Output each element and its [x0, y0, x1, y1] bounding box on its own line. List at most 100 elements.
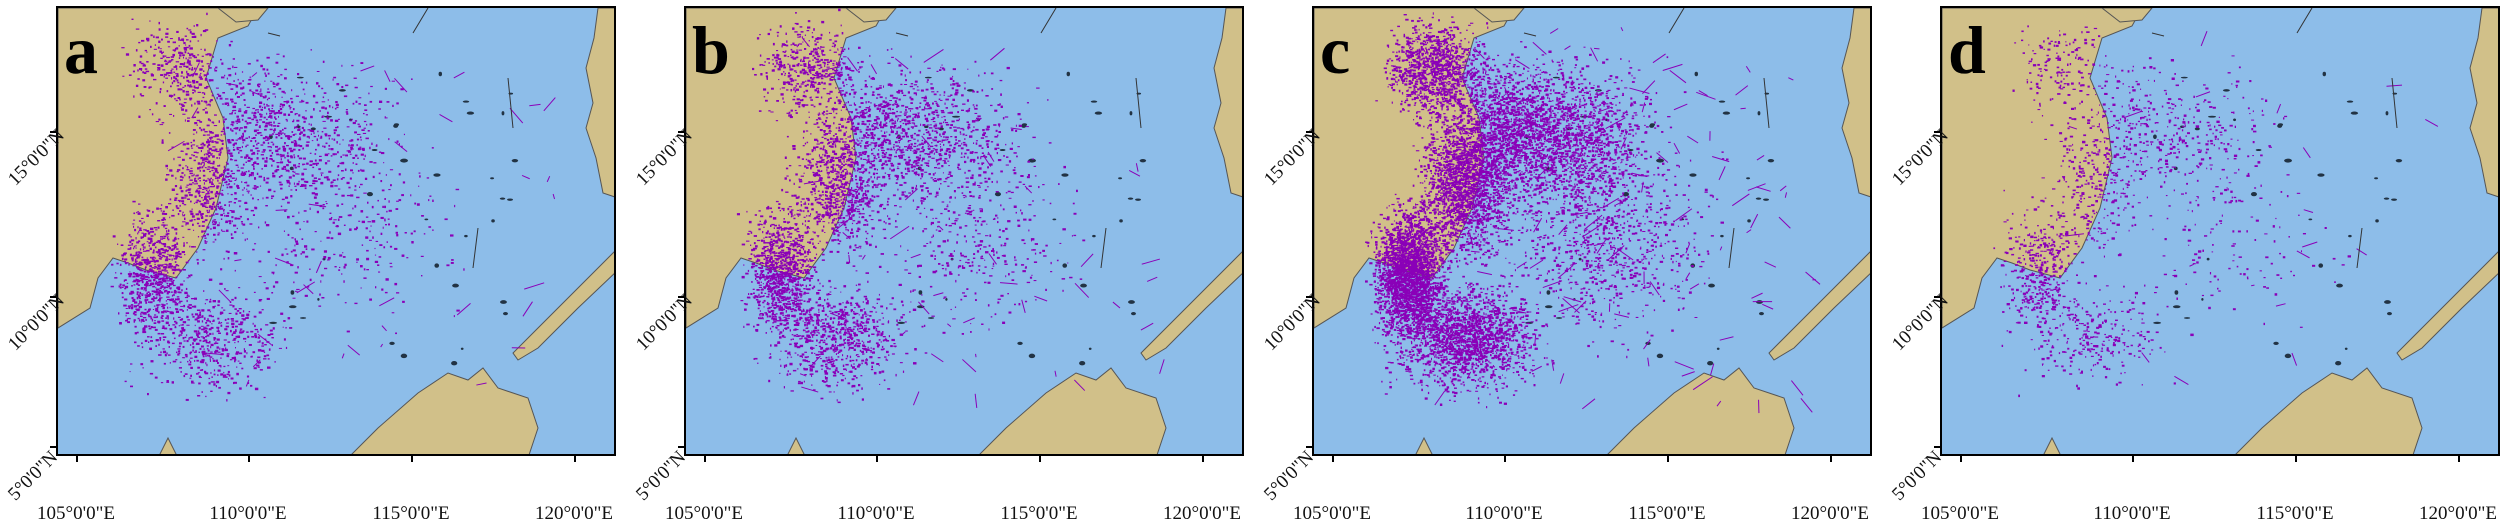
fishing-point	[255, 109, 256, 110]
fishing-point	[778, 203, 780, 205]
fishing-point	[150, 373, 153, 375]
fishing-point	[239, 387, 242, 389]
fishing-point	[163, 351, 166, 354]
fishing-point	[796, 202, 799, 204]
fishing-point	[933, 218, 934, 219]
fishing-point	[150, 257, 152, 259]
fishing-point	[152, 231, 154, 233]
fishing-point	[226, 230, 229, 232]
fishing-point	[335, 127, 337, 128]
fishing-point	[155, 308, 158, 310]
fishing-point	[369, 231, 370, 233]
fishing-point	[224, 339, 227, 340]
fishing-point	[227, 365, 229, 366]
fishing-point	[225, 221, 228, 223]
fishing-point	[169, 132, 171, 134]
fishing-point	[807, 210, 809, 212]
fishing-point	[781, 285, 783, 286]
fishing-point	[175, 177, 176, 179]
fishing-point	[262, 342, 264, 344]
fishing-point	[214, 219, 217, 220]
fishing-point	[163, 243, 166, 245]
fishing-point	[767, 248, 768, 250]
fishing-point	[215, 176, 217, 177]
fishing-point	[856, 186, 858, 188]
fishing-point	[751, 232, 753, 234]
fishing-point	[224, 344, 226, 346]
fishing-point	[173, 158, 174, 160]
fishing-point	[141, 63, 144, 64]
fishing-point	[323, 128, 326, 129]
fishing-point	[235, 127, 238, 129]
fishing-point	[178, 353, 180, 355]
fishing-point	[242, 195, 244, 196]
fishing-point	[821, 170, 823, 172]
fishing-point	[181, 107, 183, 108]
fishing-point	[368, 93, 369, 95]
fishing-point	[151, 269, 153, 271]
fishing-point	[181, 371, 182, 373]
fishing-point	[226, 326, 229, 328]
fishing-point	[872, 227, 875, 229]
fishing-point	[201, 236, 203, 237]
fishing-point	[319, 110, 320, 112]
fishing-point	[774, 227, 775, 229]
fishing-point	[762, 231, 763, 233]
fishing-point	[790, 269, 792, 270]
fishing-point	[806, 259, 807, 261]
fishing-point	[305, 295, 308, 297]
fishing-point	[928, 146, 929, 147]
fishing-point	[806, 232, 809, 234]
fishing-point	[317, 131, 318, 133]
fishing-point	[189, 45, 191, 47]
fishing-point	[179, 57, 180, 59]
fishing-point	[180, 284, 183, 286]
fishing-point	[205, 243, 207, 244]
fishing-point	[184, 174, 185, 176]
fishing-point	[777, 233, 778, 235]
fishing-point	[156, 208, 159, 210]
fishing-point	[828, 142, 830, 144]
fishing-point	[188, 364, 191, 366]
fishing-point	[301, 184, 304, 186]
fishing-point	[236, 351, 239, 353]
fishing-point	[890, 95, 893, 97]
fishing-point	[294, 183, 295, 185]
fishing-point	[155, 377, 158, 379]
fishing-point	[289, 182, 291, 184]
fishing-point	[194, 356, 197, 358]
fishing-point	[126, 308, 128, 309]
fishing-point	[256, 124, 258, 125]
fishing-point	[132, 265, 134, 266]
fishing-point	[819, 103, 822, 105]
fishing-point	[302, 148, 304, 150]
fishing-point	[372, 236, 374, 238]
fishing-point	[137, 78, 139, 80]
fishing-point	[838, 103, 841, 105]
fishing-point	[231, 177, 232, 178]
fishing-point	[791, 311, 793, 312]
fishing-point	[182, 159, 185, 161]
fishing-point	[143, 289, 144, 290]
fishing-point	[203, 235, 206, 237]
fishing-point	[366, 269, 369, 270]
fishing-point	[815, 185, 817, 187]
fishing-point	[764, 306, 765, 307]
fishing-point	[761, 252, 763, 254]
fishing-point	[179, 164, 182, 166]
fishing-point	[379, 101, 382, 103]
fishing-point	[381, 152, 384, 154]
fishing-point	[184, 85, 186, 87]
fishing-point	[800, 201, 802, 202]
fishing-point	[185, 45, 186, 46]
fishing-point	[165, 276, 168, 277]
fishing-point	[797, 299, 798, 300]
fishing-point	[795, 286, 796, 288]
fishing-point	[844, 146, 847, 147]
fishing-point	[179, 45, 180, 47]
fishing-point	[800, 179, 802, 180]
fishing-point	[227, 212, 229, 214]
fishing-point	[361, 170, 364, 172]
fishing-point	[280, 74, 282, 75]
fishing-point	[160, 338, 161, 341]
